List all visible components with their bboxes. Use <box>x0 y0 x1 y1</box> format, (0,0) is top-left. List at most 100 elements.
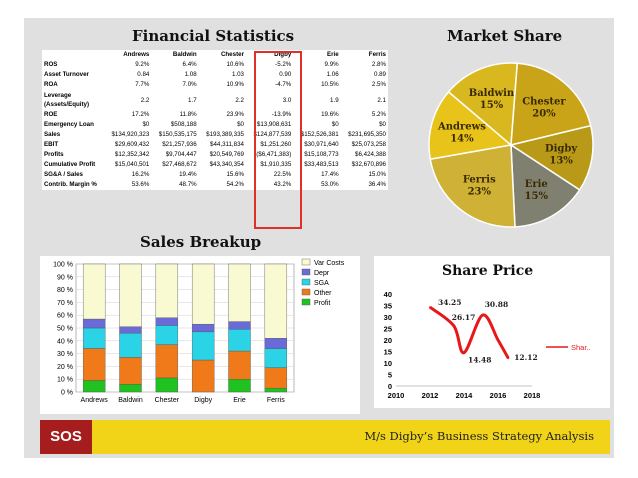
row-label: ROS <box>44 61 58 68</box>
y-tick-label: 70 % <box>57 300 73 307</box>
y-tick-label: 20 % <box>57 364 73 371</box>
table-cell: 2.2 <box>235 96 244 104</box>
table-cell: $30,971,640 <box>304 141 339 148</box>
bar-segment-sga <box>155 325 179 345</box>
bar-segment-sga <box>82 327 106 349</box>
footer-bar: M/s Digby’s Business Strategy Analysis <box>40 420 610 454</box>
bar-segment-var-costs <box>155 263 179 318</box>
table-cell: 10.9% <box>226 81 244 88</box>
y-tick-label: 90 % <box>57 274 73 281</box>
x-tick-label: 2018 <box>524 391 541 400</box>
table-cell: $43,340,354 <box>209 161 244 168</box>
y-tick-label: 10 % <box>57 377 73 384</box>
table-cell: $29,609,432 <box>114 141 150 148</box>
data-label: 30.88 <box>485 300 509 309</box>
bar-segment-depr <box>191 323 215 333</box>
table-cell: ($6,471,383) <box>256 151 292 158</box>
table-row: Profits $12,352,342 $9,704,447 $20,549,769 (… <box>42 150 388 160</box>
data-point <box>481 313 484 316</box>
bar-segment-other <box>155 344 179 379</box>
data-label: 14.48 <box>468 356 492 365</box>
table-cell: 5.2% <box>371 111 386 118</box>
pie-label-name: Erie <box>525 179 548 190</box>
data-point <box>497 339 499 341</box>
bar-segment-sga <box>191 331 215 361</box>
x-tick-label: Erie <box>233 397 246 404</box>
y-tick-label: 30 % <box>57 351 73 358</box>
bar-segment-other <box>82 348 106 381</box>
digby-column-highlight <box>254 51 302 229</box>
pie-label-pct: 14% <box>450 134 474 145</box>
row-label: Sales <box>44 131 61 138</box>
table-cell: $0 <box>237 121 244 128</box>
bar-segment-other <box>264 367 288 389</box>
table-cell: -13.9% <box>271 111 292 118</box>
x-tick-label: Digby <box>194 397 212 404</box>
table-cell: 11.8% <box>179 111 197 118</box>
table-cell: $508,188 <box>170 121 197 128</box>
table-cell: 15.0% <box>368 171 386 178</box>
y-tick-label: 60 % <box>57 313 73 320</box>
table-cell: $33,483,513 <box>304 161 339 168</box>
column-header: Ferris <box>368 51 386 58</box>
bar-segment-profit <box>119 384 142 393</box>
table-cell: 1.03 <box>231 71 244 78</box>
table-cell: 1.9 <box>330 96 339 104</box>
bar-segment-profit <box>228 378 251 393</box>
pie-label-name: Baldwin <box>469 88 515 99</box>
legend-swatch <box>301 278 311 286</box>
table-cell: $193,389,335 <box>206 131 244 138</box>
pie-label-pct: 20% <box>532 108 556 119</box>
table-header-row: Andrews Baldwin Chester Digby Erie Ferri… <box>42 50 388 60</box>
legend-label: Shar.. <box>571 343 591 352</box>
legend-label: Depr <box>314 270 330 277</box>
pie-label-name: Digby <box>545 144 578 155</box>
table-cell: 10.5% <box>321 81 339 88</box>
row-label: ROE <box>44 111 58 118</box>
data-point <box>507 357 510 360</box>
table-cell: 54.2% <box>226 181 244 188</box>
row-label: Leverage (Assets/Equity) <box>44 92 90 108</box>
y-tick-label: 20 <box>384 336 392 345</box>
financial-statistics-title: Financial Statistics <box>132 27 295 45</box>
table-row: ROE 17.2% 11.8% 23.9% -13.9% 19.6% 5.2% <box>42 110 388 120</box>
table-cell: 7.0% <box>182 81 197 88</box>
table-row: Sales $134,920,323 $150,535,175 $193,389,33… <box>42 130 388 140</box>
table-cell: $124,877,539 <box>253 131 292 138</box>
legend-label: Other <box>314 290 332 297</box>
bar-segment-other <box>228 350 251 380</box>
pie-slice-erie <box>510 143 581 228</box>
y-tick-label: 0 <box>388 382 392 391</box>
table-cell: 7.7% <box>135 81 150 88</box>
bar-segment-var-costs <box>119 263 142 327</box>
table-cell: $12,352,342 <box>114 151 150 158</box>
table-cell: $6,424,388 <box>355 151 386 158</box>
table-cell: 15.6% <box>226 171 244 178</box>
table-cell: $25,073,258 <box>351 141 386 148</box>
bar-segment-sga <box>228 329 251 352</box>
table-row: Asset Turnover 0.84 1.08 1.03 0.90 1.06 0.89 <box>42 70 388 80</box>
table-cell: 17.2% <box>131 111 150 118</box>
sales-breakup-title: Sales Breakup <box>140 233 262 251</box>
table-cell: 16.2% <box>131 171 150 178</box>
pie-label-pct: 13% <box>549 156 573 167</box>
sales-breakup-panel: 0 % 10 % 20 % 30 % 40 % 50 % 60 % 70 % 80 % 90 % 1… <box>40 256 360 414</box>
row-label: Contrib. Margin % <box>44 181 97 188</box>
pie-label-pct: 15% <box>480 100 504 111</box>
table-row: Cumulative Profit $15,040,501 $27,468,672 $… <box>42 160 388 170</box>
x-tick-label: 2014 <box>456 391 474 400</box>
table-cell: 2.5% <box>371 81 386 88</box>
row-label: SG&A / Sales <box>44 171 83 178</box>
y-tick-label: 10 <box>384 359 392 368</box>
table-cell: 53.0% <box>321 181 339 188</box>
pie-slice-ferris <box>429 144 516 228</box>
data-point <box>452 324 455 327</box>
x-tick-label: 2016 <box>490 391 507 400</box>
pie-label-name: Andrews <box>437 122 486 133</box>
table-cell: $15,108,773 <box>304 151 339 158</box>
bar-segment-depr <box>264 338 288 349</box>
bar-segment-profit <box>264 387 288 393</box>
data-label: 34.25 <box>438 298 462 307</box>
table-cell: 22.5% <box>273 171 292 178</box>
